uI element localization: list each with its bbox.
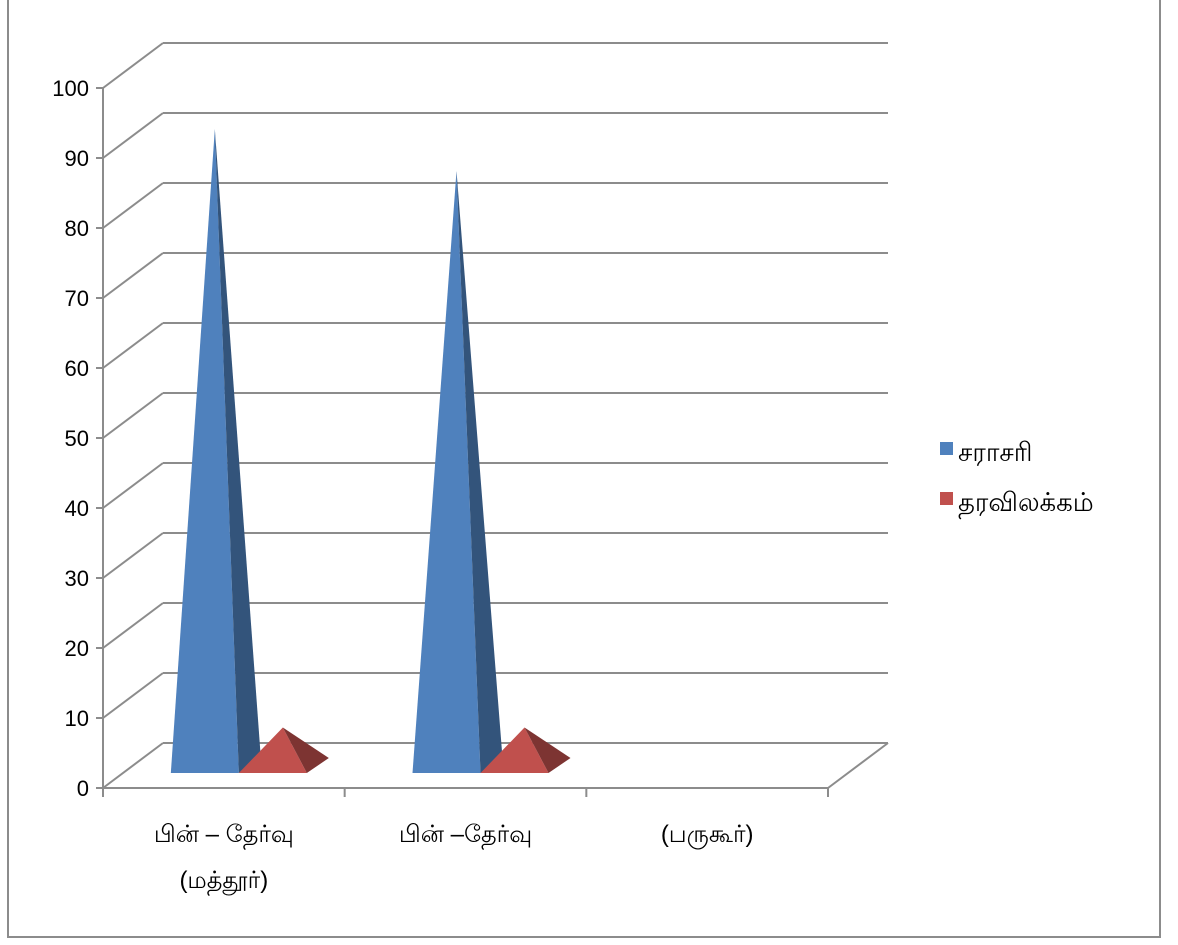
gridline-diagonal	[102, 602, 164, 649]
pyramid-bar	[170, 129, 261, 773]
legend-swatch	[940, 442, 953, 455]
x-category-labels: பின் – தேர்வு (மத்தூர்) பின் –தேர்வு (பருகூ…	[154, 821, 754, 896]
pyramid-bar	[412, 171, 503, 773]
pyramid-side-face	[524, 727, 571, 773]
legend-swatch	[940, 492, 953, 505]
axes	[96, 87, 889, 797]
pyramid-side-face	[214, 129, 261, 773]
y-tick-label: 50	[65, 426, 89, 451]
gridline-diagonal	[102, 672, 164, 719]
gridlines	[102, 42, 888, 789]
gridline-diagonal	[102, 182, 164, 229]
pyramid-side-face	[456, 171, 503, 773]
y-tick-label: 10	[65, 706, 89, 731]
floor-right-edge	[827, 742, 889, 789]
legend: சராசரி தரவிலக்கம்	[940, 437, 1094, 519]
y-tick-label: 90	[65, 146, 89, 171]
pyramid-front-face	[480, 727, 549, 773]
y-tick-label: 40	[65, 496, 89, 521]
y-tick-label: 80	[65, 216, 89, 241]
y-tick-label: 20	[65, 636, 89, 661]
gridline-diagonal	[102, 322, 164, 369]
legend-label: சராசரி	[958, 437, 1033, 467]
y-tick-labels: 0 10 20 30 40 50 60 70 80 90 100	[52, 76, 89, 801]
data-marks	[170, 129, 571, 773]
x-category-label: (பருகூர்)	[661, 821, 754, 849]
y-tick-label: 60	[65, 356, 89, 381]
pyramid-side-face	[282, 727, 329, 773]
gridline-diagonal	[102, 742, 164, 789]
pyramid-front-face	[238, 727, 307, 773]
gridline-diagonal	[102, 112, 164, 159]
y-tick-label: 100	[52, 76, 89, 101]
chart-frame	[7, 0, 1161, 938]
y-tick-label: 0	[77, 776, 89, 801]
gridline-diagonal	[102, 252, 164, 299]
gridline-diagonal	[102, 462, 164, 509]
y-tick-label: 70	[65, 286, 89, 311]
x-category-label: (மத்தூர்)	[179, 867, 268, 896]
pyramid-front-face	[170, 129, 239, 773]
pyramid-bar	[238, 727, 329, 773]
x-category-label: பின் – தேர்வு	[154, 821, 294, 850]
legend-label: தரவிலக்கம்	[958, 487, 1094, 519]
pyramid-bar	[480, 727, 571, 773]
y-tick-label: 30	[65, 566, 89, 591]
gridline-diagonal	[102, 532, 164, 579]
gridline-diagonal	[102, 42, 164, 89]
x-category-label: பின் –தேர்வு	[399, 821, 532, 850]
pyramid-front-face	[412, 171, 481, 773]
gridline-diagonal	[102, 392, 164, 439]
